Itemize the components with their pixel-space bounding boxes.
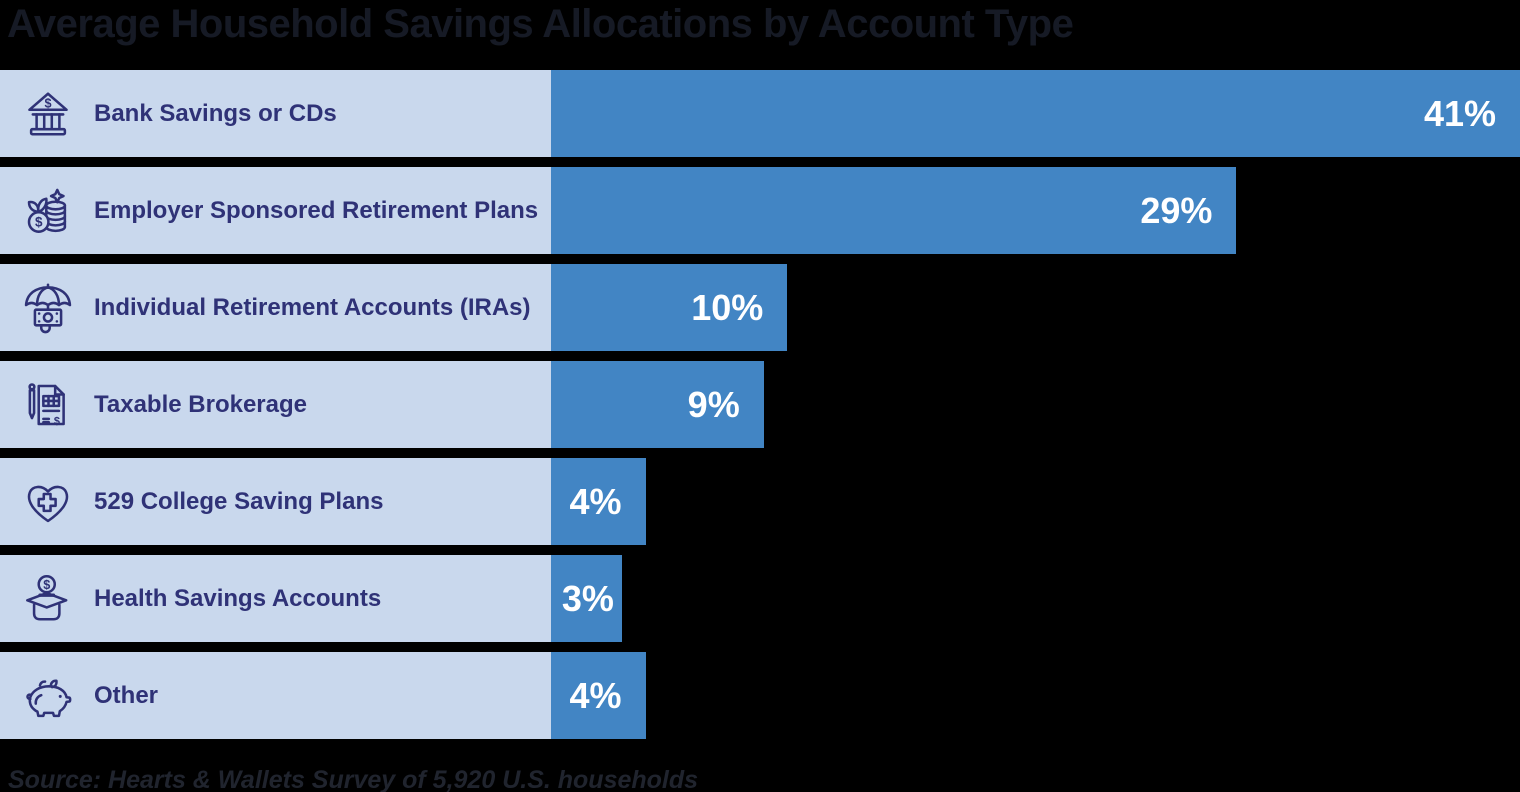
bar: 29% [551, 167, 1237, 254]
category-label: 529 College Saving Plans [94, 487, 384, 515]
chart-row: Individual Retirement Accounts (IRAs) 10… [0, 264, 1520, 351]
bar-track: 10% [551, 264, 1520, 351]
document-pen-icon: $ [21, 378, 75, 432]
value-label: 41% [1423, 92, 1496, 134]
bar-track: 41% [551, 70, 1520, 157]
value-label: 4% [569, 674, 622, 716]
svg-text:$: $ [35, 214, 43, 229]
chart-row: Other 4% [0, 652, 1520, 739]
source-note: Source: Hearts & Wallets Survey of 5,920… [8, 766, 699, 792]
value-label: 4% [569, 480, 622, 522]
value-label: 10% [691, 286, 764, 328]
bar-track: 3% [551, 555, 1520, 642]
coins-sprout-icon: $ [21, 184, 75, 238]
bar: 4% [551, 458, 646, 545]
coin-box-icon: $ [21, 572, 75, 626]
chart-row: $ Taxable Brokerage 9% [0, 361, 1520, 448]
bar-track: 4% [551, 652, 1520, 739]
bank-icon: $ [21, 87, 75, 141]
category-cell: $ Health Savings Accounts [0, 555, 551, 642]
category-cell: $ Taxable Brokerage [0, 361, 551, 448]
value-label: 29% [1140, 189, 1213, 231]
piggy-bank-icon [21, 669, 75, 723]
svg-text:$: $ [43, 577, 50, 591]
bar: 3% [551, 555, 622, 642]
chart-row: $ Health Savings Accounts 3% [0, 555, 1520, 642]
value-label: 9% [687, 383, 740, 425]
bar: 4% [551, 652, 646, 739]
category-cell: $ Bank Savings or CDs [0, 70, 551, 157]
chart-row: $ Employer Sponsored Retirement Plans 29… [0, 167, 1520, 254]
category-label: Health Savings Accounts [94, 584, 382, 612]
bar-track: 29% [551, 167, 1520, 254]
bar: 9% [551, 361, 764, 448]
svg-text:$: $ [54, 415, 60, 427]
bar-track: 4% [551, 458, 1520, 545]
svg-text:$: $ [44, 96, 51, 110]
value-label: 3% [561, 577, 614, 619]
category-label: Individual Retirement Accounts (IRAs) [94, 293, 531, 321]
category-cell: Individual Retirement Accounts (IRAs) [0, 264, 551, 351]
category-label: Taxable Brokerage [94, 390, 307, 418]
chart-row: $ Bank Savings or CDs 41% [0, 70, 1520, 157]
bar: 41% [551, 70, 1520, 157]
category-label: Bank Savings or CDs [94, 99, 337, 127]
category-cell: $ Employer Sponsored Retirement Plans [0, 167, 551, 254]
bar-track: 9% [551, 361, 1520, 448]
category-cell: Other [0, 652, 551, 739]
category-label: Employer Sponsored Retirement Plans [94, 196, 539, 224]
bar: 10% [551, 264, 788, 351]
umbrella-money-icon [21, 281, 75, 335]
chart-title: Average Household Savings Allocations by… [7, 2, 1074, 46]
chart-row: 529 College Saving Plans 4% [0, 458, 1520, 545]
category-label: Other [94, 681, 159, 709]
bar-chart: $ Bank Savings or CDs 41% $ Employer Spo… [0, 70, 1520, 749]
heart-cross-icon [21, 475, 75, 529]
category-cell: 529 College Saving Plans [0, 458, 551, 545]
